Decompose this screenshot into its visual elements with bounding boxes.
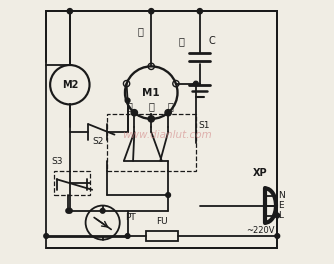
Text: M2: M2 [62,80,78,90]
Text: 黄: 黄 [178,36,184,46]
Text: L: L [279,211,284,220]
Circle shape [166,110,170,115]
Text: 灰: 灰 [148,101,154,111]
Text: 红: 红 [168,101,174,111]
Circle shape [193,81,198,86]
Circle shape [67,208,72,213]
Text: E: E [279,201,284,210]
Text: 黑: 黑 [126,101,132,111]
Text: S2: S2 [92,137,104,146]
Circle shape [100,208,105,213]
Text: M1: M1 [142,88,160,98]
Circle shape [125,234,130,238]
Bar [146,231,177,241]
Text: www.dianlut.com: www.dianlut.com [122,130,212,140]
Circle shape [66,208,70,213]
Circle shape [44,234,48,238]
Text: XP: XP [253,168,268,178]
Circle shape [197,8,202,14]
Text: S3: S3 [51,157,63,166]
Bar [46,11,277,248]
Text: S1: S1 [198,121,210,130]
Text: C: C [208,36,215,46]
Text: 白: 白 [138,26,144,36]
Circle shape [275,213,280,218]
Text: ~220V: ~220V [246,226,275,235]
Circle shape [125,98,130,103]
Text: PT: PT [125,213,136,222]
Circle shape [67,8,72,14]
Circle shape [166,193,170,197]
Bar [54,171,90,195]
Circle shape [149,8,154,14]
Text: N: N [279,191,285,200]
Bar [107,114,196,171]
Text: FU: FU [156,217,168,226]
Circle shape [132,110,137,115]
Circle shape [149,116,154,121]
Circle shape [275,234,280,238]
